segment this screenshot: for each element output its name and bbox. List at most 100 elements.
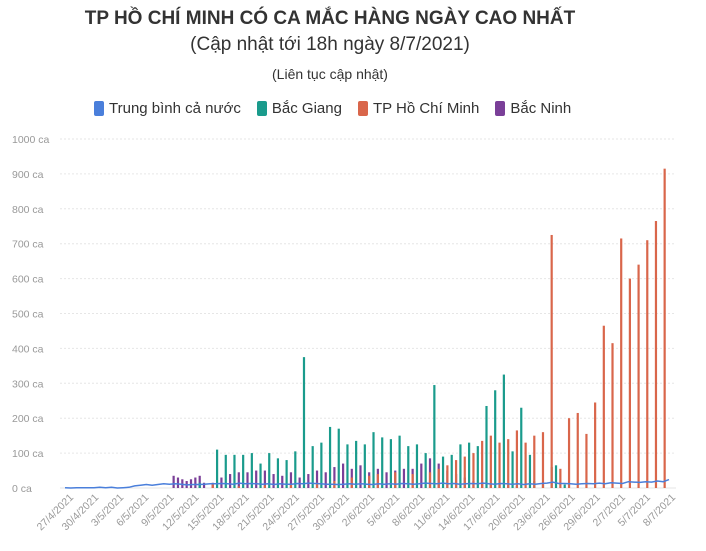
bar-hcmc xyxy=(628,278,631,488)
bar-hcmc xyxy=(620,238,623,488)
bar-hcmc xyxy=(446,465,449,488)
y-tick-label: 0 ca xyxy=(12,483,32,495)
bar-bac-giang xyxy=(433,385,436,488)
bar-bac-ninh xyxy=(324,472,327,488)
y-tick-label: 100 ca xyxy=(12,448,44,460)
bar-bac-giang xyxy=(459,444,462,488)
bar-hcmc xyxy=(263,485,266,488)
bar-bac-ninh xyxy=(342,463,345,488)
bar-hcmc xyxy=(611,343,614,488)
bar-hcmc xyxy=(489,435,492,488)
bar-hcmc xyxy=(498,442,501,488)
legend-item-national-average[interactable]: Trung bình cả nước xyxy=(94,100,241,117)
y-tick-label: 1000 ca xyxy=(12,134,50,146)
bar-hcmc xyxy=(237,486,240,488)
legend: Trung bình cả nước Bắc Giang TP Hồ Chí M… xyxy=(94,100,571,117)
bar-bac-giang xyxy=(424,453,427,488)
bar-bac-giang xyxy=(381,437,384,488)
bar-bac-giang xyxy=(398,435,401,488)
bar-hcmc xyxy=(437,468,440,488)
bar-bac-giang xyxy=(494,390,497,488)
bar-bac-giang xyxy=(502,374,505,488)
bar-hcmc xyxy=(428,472,432,488)
bar-bac-giang xyxy=(268,453,271,488)
bar-hcmc xyxy=(654,221,658,488)
y-tick-label: 900 ca xyxy=(12,169,44,181)
bar-bac-giang xyxy=(259,463,262,488)
bar-hcmc xyxy=(602,325,605,488)
legend-swatch xyxy=(357,101,368,116)
bar-hcmc xyxy=(350,477,353,488)
bar-bac-giang xyxy=(511,451,514,488)
bar-bac-giang xyxy=(328,426,332,488)
bar-hcmc xyxy=(637,264,640,488)
bar-hcmc xyxy=(594,402,597,488)
bar-bac-giang xyxy=(363,444,366,488)
bar-hcmc xyxy=(289,484,293,488)
bar-bac-giang xyxy=(441,456,445,488)
legend-item-bac-giang[interactable]: Bắc Giang xyxy=(256,100,342,117)
bar-bac-giang xyxy=(337,428,340,488)
bar-bac-ninh xyxy=(307,474,310,488)
bar-hcmc xyxy=(211,484,214,488)
bar-bac-giang xyxy=(468,442,471,488)
bar-bac-giang xyxy=(311,446,314,488)
bar-bac-giang xyxy=(372,432,375,488)
bar-hcmc xyxy=(507,439,510,488)
bar-hcmc xyxy=(646,240,649,488)
bar-bac-giang xyxy=(476,446,479,488)
bar-hcmc xyxy=(368,475,371,488)
bar-hcmc xyxy=(481,440,484,488)
bar-bac-giang xyxy=(346,444,349,488)
bar-bac-ninh xyxy=(333,467,336,488)
bar-bac-ninh xyxy=(202,482,206,488)
y-tick-label: 200 ca xyxy=(12,413,44,425)
bar-bac-giang xyxy=(320,442,323,488)
bar-bac-giang xyxy=(198,482,201,488)
bar-hcmc xyxy=(376,474,379,488)
legend-label: TP Hồ Chí Minh xyxy=(372,100,480,117)
bar-bac-giang xyxy=(563,484,566,488)
legend-label: Bắc Giang xyxy=(271,100,342,117)
bar-bac-ninh xyxy=(420,463,423,488)
y-tick-label: 500 ca xyxy=(12,309,44,321)
bar-bac-giang xyxy=(389,439,392,488)
bar-hcmc xyxy=(394,472,397,488)
bar-bac-ninh xyxy=(176,477,180,488)
bar-bac-ninh xyxy=(198,475,201,488)
bar-bac-ninh xyxy=(281,475,284,488)
bar-bac-ninh xyxy=(402,468,406,488)
bar-bac-ninh xyxy=(189,479,193,488)
bar-bac-ninh xyxy=(194,477,197,488)
bar-bac-giang xyxy=(302,357,306,488)
bar-bac-ninh xyxy=(246,472,249,488)
bar-bac-giang xyxy=(294,451,297,488)
line-national-average xyxy=(64,478,670,489)
chart-note: (Liên tục cập nhật) xyxy=(272,66,388,82)
chart-title: TP HỒ CHÍ MINH CÓ CA MẮC HÀNG NGÀY CAO N… xyxy=(84,8,576,29)
bar-hcmc xyxy=(472,453,475,488)
bar-bac-giang xyxy=(520,407,523,488)
bar-hcmc xyxy=(550,234,553,488)
legend-swatch xyxy=(495,101,506,116)
legend-item-hcmc[interactable]: TP Hồ Chí Minh xyxy=(357,100,480,117)
chart-subtitle: (Cập nhật tới 18h ngày 8/7/2021) xyxy=(190,34,470,55)
bar-hcmc xyxy=(585,433,588,488)
bar-bac-giang xyxy=(233,454,236,488)
bar-hcmc xyxy=(663,168,666,489)
legend-item-bac-ninh[interactable]: Bắc Ninh xyxy=(495,100,571,117)
bar-bac-ninh xyxy=(298,477,301,488)
bar-bac-giang xyxy=(485,405,488,488)
bar-bac-giang xyxy=(407,446,410,488)
bar-bac-ninh xyxy=(272,474,275,488)
bar-bac-ninh xyxy=(237,472,240,488)
bar-bac-giang xyxy=(450,454,453,488)
bar-hcmc xyxy=(515,430,519,488)
bar-hcmc xyxy=(454,460,458,488)
bar-bac-ninh xyxy=(385,472,388,488)
bar-bac-ninh xyxy=(289,472,293,488)
bar-hcmc xyxy=(533,435,536,488)
bar-bac-ninh xyxy=(229,474,232,488)
